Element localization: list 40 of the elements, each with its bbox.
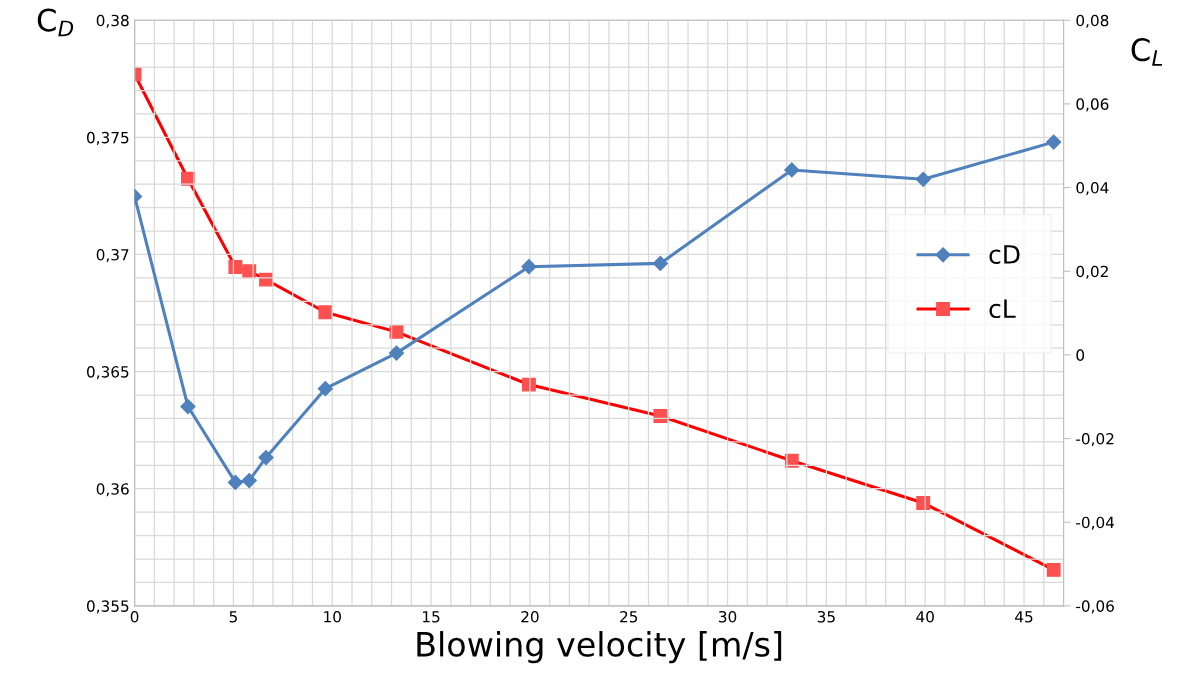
y-tick-label: 0,365 bbox=[86, 366, 129, 380]
point bbox=[915, 171, 931, 187]
point bbox=[258, 450, 274, 466]
y2-axis-title: C$_{L}$ bbox=[1131, 38, 1163, 66]
y2-tick-label: -0,06 bbox=[1076, 600, 1114, 614]
y2-tick-label: 0,02 bbox=[1076, 265, 1108, 279]
legend-label: cL bbox=[989, 299, 1016, 319]
x-tick-label: 15 bbox=[423, 611, 440, 623]
x-tick-label: 35 bbox=[817, 610, 835, 623]
x-tick-label: 40 bbox=[916, 610, 934, 623]
x-tick-label: 45 bbox=[1015, 611, 1033, 623]
x-tick-label: 5 bbox=[229, 611, 237, 623]
point bbox=[241, 472, 257, 489]
y-tick-label: 0,355 bbox=[86, 600, 129, 614]
point bbox=[180, 398, 196, 415]
y-tick-label: 0,375 bbox=[86, 131, 129, 145]
point bbox=[1046, 134, 1062, 150]
x-tick-label: 0 bbox=[130, 610, 139, 623]
x-tick-label: 10 bbox=[324, 610, 341, 623]
y2-tick-label: 0,06 bbox=[1076, 98, 1109, 112]
point bbox=[652, 255, 668, 271]
y-tick-label: 0,37 bbox=[96, 248, 129, 263]
point bbox=[521, 259, 537, 275]
y2-tick-label: -0,02 bbox=[1076, 433, 1114, 447]
y2-tick-label: 0,04 bbox=[1076, 182, 1109, 196]
point bbox=[317, 381, 333, 397]
point bbox=[388, 345, 405, 361]
y-tick-label: 0,36 bbox=[96, 483, 129, 497]
x-tick-label: 20 bbox=[521, 610, 539, 623]
x-tick-label: 30 bbox=[718, 610, 737, 623]
x-tick-label: 25 bbox=[620, 610, 638, 623]
y2-tick-label: -0,04 bbox=[1076, 516, 1115, 530]
point bbox=[784, 162, 800, 178]
legend-label: cD bbox=[989, 245, 1020, 264]
point bbox=[227, 474, 243, 490]
y2-tick-label: 0 bbox=[1076, 349, 1085, 361]
y-axis-title: C$_{D}$ bbox=[37, 8, 74, 37]
y2-tick-label: 0,08 bbox=[1076, 14, 1109, 28]
x-axis-title: Blowing velocity [m/s] bbox=[417, 631, 782, 664]
y-tick-label: 0,38 bbox=[96, 14, 129, 28]
